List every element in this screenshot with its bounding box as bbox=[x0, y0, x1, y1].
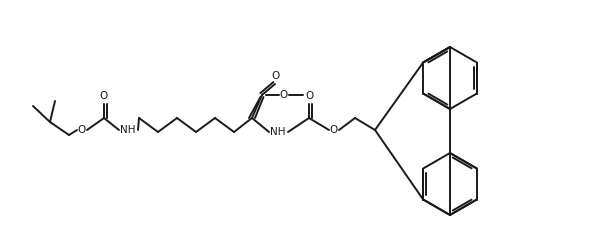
Text: O: O bbox=[280, 90, 288, 100]
Text: O: O bbox=[330, 125, 338, 135]
Text: O: O bbox=[100, 91, 108, 101]
Text: NH: NH bbox=[120, 125, 136, 135]
Text: O: O bbox=[78, 125, 86, 135]
Text: O: O bbox=[305, 91, 313, 101]
Text: O: O bbox=[271, 71, 279, 81]
Text: NH: NH bbox=[270, 127, 286, 137]
